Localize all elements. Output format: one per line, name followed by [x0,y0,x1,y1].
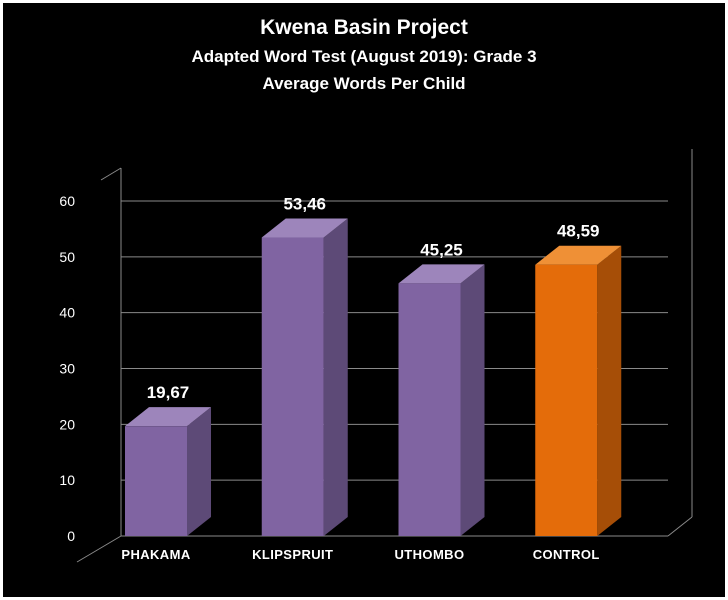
bar-control-top-face [535,245,622,265]
x-category-label-control: CONTROL [533,547,600,562]
bar-klipspruit-side-face [323,218,348,536]
chart-subtitle-line1: Adapted Word Test (August 2019): Grade 3 [191,47,537,66]
bar-phakama-top-face [125,407,211,427]
bar-control-front-face [535,264,598,536]
bar-uthombo-side-face [460,264,485,536]
bar-chart: 0 10 20 30 40 50 60 19,67 PHAKAMA 53,46 KLIPSPRUIT… [59,149,693,563]
chart-subtitle-line2: Average Words Per Child [262,74,466,93]
y-tick-label: 50 [59,249,75,265]
bar-klipspruit-top-face [261,218,348,238]
x-category-label-phakama: PHAKAMA [121,547,190,562]
y-tick-label: 40 [59,305,75,321]
value-label-control: 48,59 [557,222,600,241]
x-category-label-uthombo: UTHOMBO [395,547,465,562]
bar-uthombo-front-face [398,283,461,536]
x-category-label-klipspruit: KLIPSPRUIT [252,547,333,562]
bar-control-side-face [597,245,622,537]
y-tick-label: 10 [59,472,75,488]
wall-top-left-edge [100,167,122,181]
y-tick-label: 60 [59,193,75,209]
y-tick-label: 20 [59,416,75,432]
y-tick-label: 30 [59,361,75,377]
bar-phakama-side-face [187,407,211,536]
value-label-uthombo: 45,25 [420,240,463,259]
floor-left-edge [76,535,122,563]
bar-uthombo-top-face [398,264,485,284]
chart-title: Kwena Basin Project [260,16,468,39]
floor-right-edge [667,516,693,537]
chart-title-block: Kwena Basin Project Adapted Word Test (A… [3,13,725,97]
bar-phakama-front-face [125,426,187,536]
bar-klipspruit-front-face [261,237,324,536]
value-label-klipspruit: 53,46 [283,195,326,214]
value-label-phakama: 19,67 [147,383,190,402]
y-tick-label: 0 [67,528,75,544]
